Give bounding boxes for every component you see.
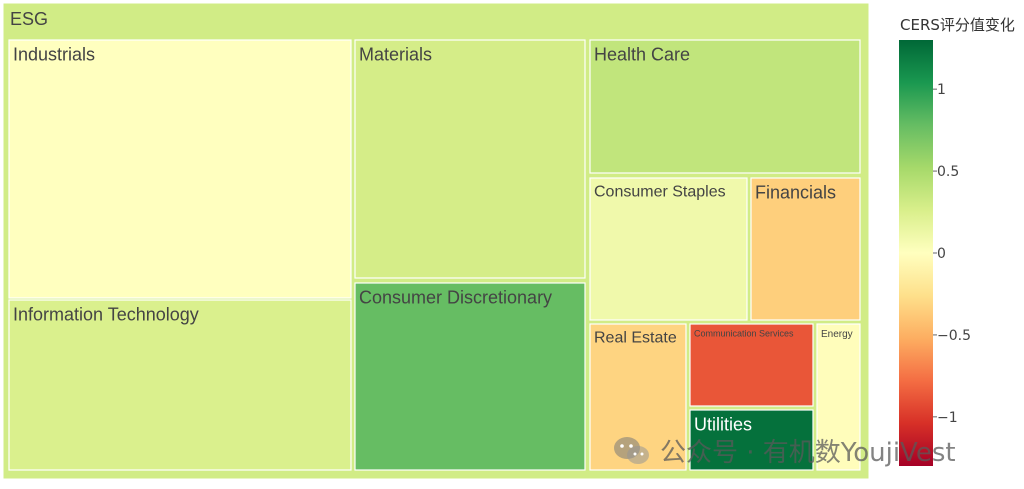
colorbar-tick-label: 0.5 bbox=[937, 164, 959, 180]
colorbar-tick-label: −0.5 bbox=[937, 328, 971, 344]
colorbar: CERS评分值变化 1 0.5 0 −0.5 −1 bbox=[899, 16, 1015, 466]
treemap-root-label: ESG bbox=[10, 9, 48, 29]
treemap-label-real-estate: Real Estate bbox=[594, 330, 677, 347]
treemap-tile-industrials[interactable] bbox=[8, 39, 352, 299]
treemap-tile-consumer-discretionary[interactable] bbox=[354, 282, 586, 471]
treemap-label-health-care: Health Care bbox=[594, 45, 690, 65]
treemap-label-industrials: Industrials bbox=[13, 45, 95, 65]
treemap-label-materials: Materials bbox=[359, 45, 432, 65]
treemap-tiles: ESG Industrials Information Technology Mate… bbox=[2, 2, 870, 480]
wechat-icon bbox=[614, 436, 649, 464]
treemap-tile-energy[interactable] bbox=[816, 323, 861, 471]
treemap-tile-materials[interactable] bbox=[354, 39, 586, 279]
treemap-label-energy: Energy bbox=[821, 329, 853, 340]
treemap-tile-health-care[interactable] bbox=[589, 39, 861, 174]
watermark: 公众号 · 有机数YoujiVest bbox=[612, 432, 956, 469]
treemap-label-consumer-discretionary: Consumer Discretionary bbox=[359, 288, 552, 308]
treemap-tile-consumer-staples[interactable] bbox=[589, 177, 748, 321]
treemap-tile-communication-services[interactable] bbox=[689, 323, 814, 407]
colorbar-gradient bbox=[899, 40, 933, 466]
colorbar-tick-label: 0 bbox=[937, 246, 946, 262]
treemap-label-financials: Financials bbox=[755, 183, 836, 203]
colorbar-tick-label: 1 bbox=[937, 82, 946, 98]
colorbar-tick-label: −1 bbox=[937, 410, 958, 426]
treemap-label-information-technology: Information Technology bbox=[13, 305, 199, 325]
treemap-label-utilities: Utilities bbox=[694, 415, 752, 435]
treemap-tile-utilities[interactable] bbox=[689, 409, 814, 471]
treemap-label-consumer-staples: Consumer Staples bbox=[594, 184, 726, 201]
watermark-text: 公众号 · 有机数YoujiVest bbox=[660, 438, 956, 468]
treemap-tile-financials[interactable] bbox=[750, 177, 861, 321]
treemap-label-communication-services: Communication Services bbox=[694, 328, 794, 338]
colorbar-title: CERS评分值变化 bbox=[900, 16, 1015, 34]
treemap-tile-information-technology[interactable] bbox=[8, 299, 352, 471]
